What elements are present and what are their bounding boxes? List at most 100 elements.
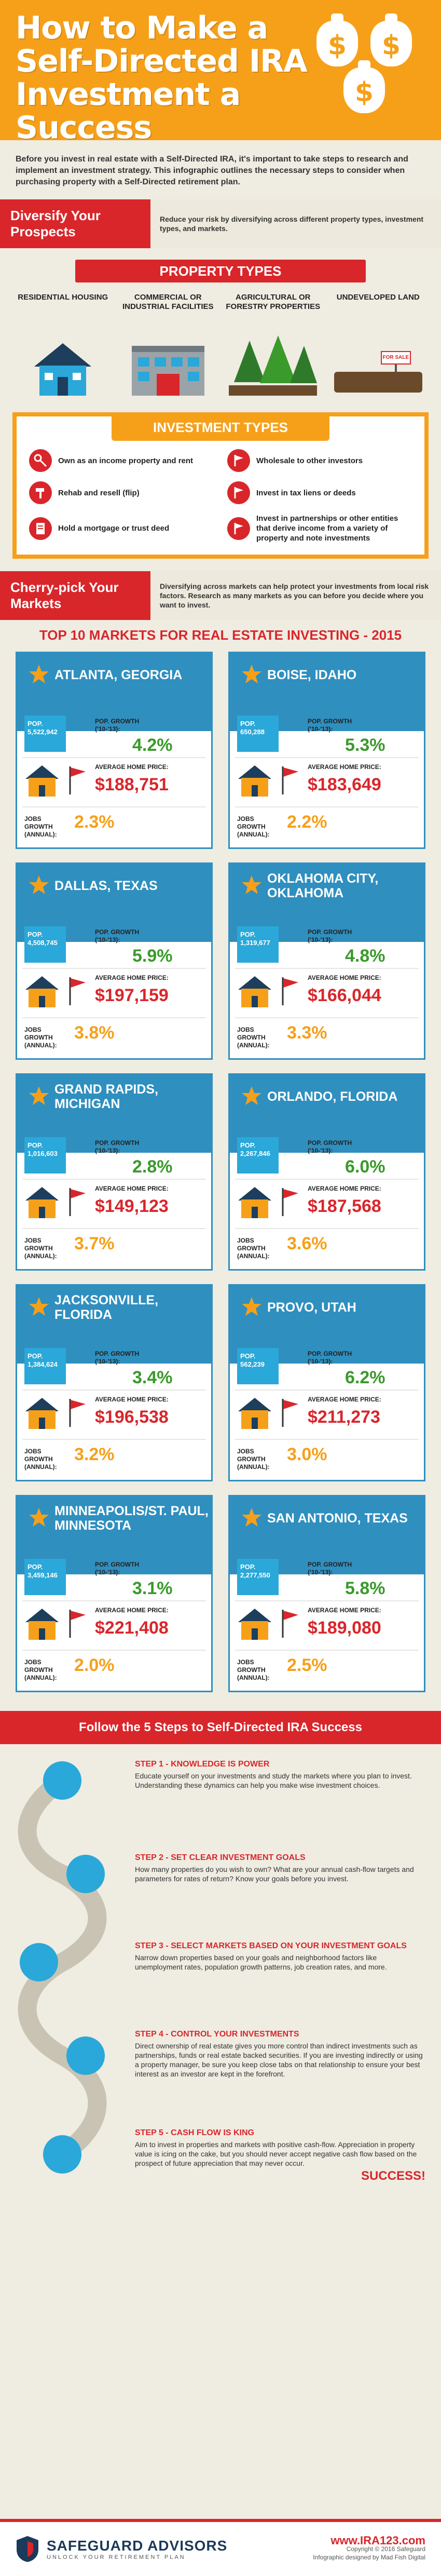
jobs-growth-value: 2.2% [287, 812, 327, 832]
growth-value: 4.8% [345, 946, 385, 966]
trees-icon [224, 335, 322, 398]
document-icon [29, 517, 52, 540]
credit: Infographic designed by Mad Fish Digital [313, 2554, 425, 2561]
population-badge: POP. 1,319,677 [237, 926, 279, 963]
money-bag-icon: $ [343, 60, 385, 113]
growth-label: POP. GROWTH ('10-'13): [95, 1561, 140, 1576]
cherry-band: Cherry-pick Your Markets Diversifying ac… [0, 571, 441, 620]
flag-icon [282, 1399, 298, 1427]
home-price-value: $197,159 [95, 986, 169, 1005]
flag-icon [69, 1399, 86, 1427]
land-icon: FOR SALE [329, 335, 428, 398]
growth-label: POP. GROWTH ('10-'13): [95, 928, 140, 943]
footer-info: www.IRA123.com Copyright © 2016 Safeguar… [313, 2534, 425, 2561]
jobs-growth-label: JOBS GROWTH (ANNUAL): [24, 1658, 57, 1681]
jobs-growth-value: 2.5% [287, 1655, 327, 1675]
growth-value: 5.3% [345, 735, 385, 755]
investment-item: Rehab and resell (flip) [29, 481, 214, 504]
home-price-label: AVERAGE HOME PRICE: [95, 1607, 169, 1614]
cherry-text: Diversifying across markets can help pro… [160, 582, 429, 609]
investment-types: INVESTMENT TYPES Own as an income proper… [12, 412, 429, 559]
home-price-label: AVERAGE HOME PRICE: [308, 1607, 381, 1614]
home-price-value: $149,123 [95, 1196, 169, 1216]
house-icon [25, 765, 59, 797]
top10-title: TOP 10 MARKETS FOR REAL ESTATE INVESTING… [39, 627, 402, 643]
population-badge: POP. 650,288 [237, 716, 279, 752]
jobs-growth-label: JOBS GROWTH (ANNUAL): [24, 1026, 57, 1049]
home-price-label: AVERAGE HOME PRICE: [95, 1185, 169, 1192]
hammer-icon [29, 481, 52, 504]
jobs-growth-value: 3.0% [287, 1445, 327, 1464]
flag-icon [69, 1188, 86, 1216]
home-price-label: AVERAGE HOME PRICE: [308, 1396, 381, 1403]
house-icon [238, 765, 271, 797]
key-icon [29, 449, 52, 472]
money-bag-icon: $ [316, 14, 358, 66]
city-name: MINNEAPOLIS/ST. PAUL, MINNESOTA [54, 1504, 209, 1533]
markets-grid: ATLANTA, GEORGIA POP. 5,522,942 POP. GROWTH… [0, 652, 441, 1711]
population-badge: POP. 2,277,550 [237, 1559, 279, 1595]
city-name: ATLANTA, GEORGIA [54, 668, 183, 682]
goals-icon [66, 1855, 105, 1893]
house-icon [238, 1398, 271, 1429]
city-name: OKLAHOMA CITY, OKLAHOMA [267, 871, 379, 900]
logo: SAFEGUARD ADVISORS UNLOCK YOUR RETIREMEN… [16, 2535, 227, 2563]
jobs-growth-value: 2.0% [74, 1655, 115, 1675]
market-card: PROVO, UTAH POP. 562,239 POP. GROWTH ('10-'… [228, 1284, 425, 1481]
jobs-growth-label: JOBS GROWTH (ANNUAL): [237, 1026, 270, 1049]
jobs-growth-label: JOBS GROWTH (ANNUAL): [24, 1448, 57, 1471]
city-name: BOISE, IDAHO [267, 668, 357, 682]
home-price-label: AVERAGE HOME PRICE: [308, 974, 381, 981]
jobs-growth-label: JOBS GROWTH (ANNUAL): [237, 1237, 270, 1260]
footer-url[interactable]: www.IRA123.com [330, 2534, 425, 2547]
flag-icon [227, 449, 250, 472]
jobs-growth-label: JOBS GROWTH (ANNUAL): [237, 815, 270, 838]
step-4: STEP 4 - Control Your Investments Direct … [135, 2030, 423, 2078]
step-2: STEP 2 - Set Clear Investment Goals How m… [135, 1853, 414, 1883]
growth-value: 3.4% [132, 1368, 173, 1387]
home-price-value: $196,538 [95, 1407, 169, 1427]
flag-icon [69, 1610, 86, 1638]
money-bags: $ $ $ [316, 14, 420, 114]
home-price-label: AVERAGE HOME PRICE: [95, 974, 169, 981]
market-card: GRAND RAPIDS, MICHIGAN POP. 1,016,603 POP. … [16, 1073, 213, 1271]
property-label: COMMERCIAL OR INDUSTRIAL FACILITIES [122, 293, 214, 311]
population-badge: POP. 5,522,942 [24, 716, 66, 752]
city-name: GRAND RAPIDS, MICHIGAN [54, 1082, 159, 1111]
footer: SAFEGUARD ADVISORS UNLOCK YOUR RETIREMEN… [0, 2519, 441, 2576]
home-price-value: $183,649 [308, 775, 381, 794]
home-price-label: AVERAGE HOME PRICE: [308, 763, 381, 771]
market-card: SAN ANTONIO, TEXAS POP. 2,277,550 POP. GROW… [228, 1495, 425, 1692]
house-icon [25, 1609, 59, 1640]
house-icon [25, 1187, 59, 1218]
star-icon [242, 1508, 261, 1527]
star-icon [29, 665, 49, 683]
step-1: STEP 1 - Knowledge is Power Educate yours… [135, 1760, 412, 1789]
investment-item: Own as an income property and rent [29, 449, 214, 472]
investment-item: Wholesale to other investors [227, 449, 412, 472]
house-icon [25, 1398, 59, 1429]
city-name: PROVO, UTAH [267, 1300, 356, 1315]
home-price-value: $187,568 [308, 1196, 381, 1216]
growth-label: POP. GROWTH ('10-'13): [95, 1139, 140, 1154]
diversify-title: Diversify Your Prospects [0, 199, 150, 248]
population-badge: POP. 1,016,603 [24, 1137, 66, 1174]
house-icon [238, 1609, 271, 1640]
investment-item: Invest in partnerships or other entities… [227, 514, 412, 543]
step-3: STEP 3 - Select Markets Based on Your In… [135, 1941, 407, 1971]
jobs-growth-value: 3.8% [74, 1023, 115, 1043]
flag-icon [69, 977, 86, 1005]
population-badge: POP. 3,459,146 [24, 1559, 66, 1595]
diversify-text: Reduce your risk by diversifying across … [160, 215, 424, 233]
property-label: AGRICULTURAL OR FORESTRY PROPERTIES [226, 293, 321, 311]
steps-title: Follow the 5 Steps to Self-Directed IRA … [0, 1711, 441, 1744]
market-card: JACKSONVILLE, FLORIDA POP. 1,384,624 POP. G… [16, 1284, 213, 1481]
flag-icon [282, 1188, 298, 1216]
growth-label: POP. GROWTH ('10-'13): [308, 718, 352, 733]
control-icon [66, 2036, 105, 2075]
investment-item: Hold a mortgage or trust deed [29, 514, 214, 543]
jobs-growth-label: JOBS GROWTH (ANNUAL): [24, 1237, 57, 1260]
market-card: ORLANDO, FLORIDA POP. 2,267,846 POP. GROWTH… [228, 1073, 425, 1271]
steps-path-illustration [18, 1761, 107, 2174]
